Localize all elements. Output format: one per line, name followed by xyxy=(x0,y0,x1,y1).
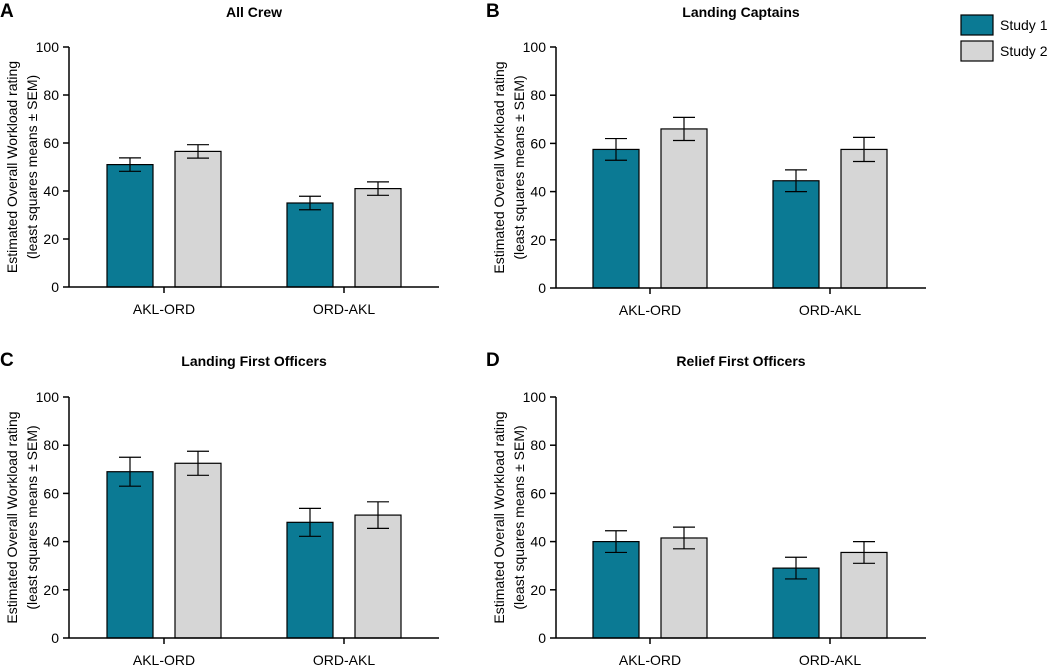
x-tick-label-akl-ord: AKL-ORD xyxy=(619,302,681,318)
y-tick-label: 40 xyxy=(43,183,59,199)
panel-c: C Landing First Officers Estimated Overall… xyxy=(0,350,439,666)
y-tick-label: 0 xyxy=(51,279,59,295)
x-tick-label-akl-ord: AKL-ORD xyxy=(133,301,195,317)
panel-a: A All Crew Estimated Overall Workload rati… xyxy=(0,1,439,317)
y-tick-label: 60 xyxy=(43,485,59,501)
y-tick-label: 20 xyxy=(530,232,546,248)
y-tick-label: 60 xyxy=(43,135,59,151)
legend-label-study-1: Study 1 xyxy=(1000,17,1048,33)
bar-study-1-akl-ord xyxy=(106,471,154,639)
y-axis-label-line-1: Estimated Overall Workload rating xyxy=(491,411,507,623)
y-axis-label-line-1: Estimated Overall Workload rating xyxy=(491,61,507,273)
bar-study-1-akl-ord xyxy=(592,148,640,289)
y-tick-label: 20 xyxy=(43,582,59,598)
bar-study-2-ord-akl xyxy=(840,551,888,639)
y-tick-label: 0 xyxy=(51,630,59,646)
y-axis-label-line-2: (least squares means ± SEM) xyxy=(511,75,527,259)
y-axis-label-line-1: Estimated Overall Workload rating xyxy=(4,411,20,623)
panel-b: B Landing Captains Estimated Overall Workl… xyxy=(486,1,926,318)
legend-label-study-2: Study 2 xyxy=(1000,43,1048,59)
bar-study-1-ord-akl xyxy=(286,521,334,639)
x-tick-label-ord-akl: ORD-AKL xyxy=(799,302,861,318)
legend-swatch-study-1 xyxy=(960,14,994,36)
y-tick-label: 40 xyxy=(530,184,546,200)
bar-study-2-ord-akl xyxy=(840,148,888,289)
x-tick-label-ord-akl: ORD-AKL xyxy=(799,652,861,666)
panel-title: All Crew xyxy=(226,4,282,20)
y-tick-label: 60 xyxy=(530,135,546,151)
bar-study-2-akl-ord xyxy=(174,150,222,288)
y-tick-label: 80 xyxy=(43,87,59,103)
y-tick-label: 0 xyxy=(538,280,546,296)
y-axis-label-line-1: Estimated Overall Workload rating xyxy=(4,61,20,273)
panels: A All Crew Estimated Overall Workload rati… xyxy=(0,1,926,666)
y-tick-label: 20 xyxy=(530,582,546,598)
panel-d: D Relief First Officers Estimated Overall … xyxy=(486,350,926,666)
y-tick-label: 80 xyxy=(530,437,546,453)
bar-study-2-akl-ord xyxy=(660,128,708,289)
y-axis-label-line-2: (least squares means ± SEM) xyxy=(24,75,40,259)
y-tick-label: 100 xyxy=(523,389,547,405)
panel-title: Landing Captains xyxy=(682,4,800,20)
bar-study-2-ord-akl xyxy=(354,188,402,288)
bar-study-2-akl-ord xyxy=(174,462,222,639)
y-tick-label: 40 xyxy=(43,534,59,550)
bar-study-1-ord-akl xyxy=(286,202,334,288)
y-tick-label: 100 xyxy=(36,389,60,405)
panel-title: Landing First Officers xyxy=(181,353,327,369)
panel-letter: A xyxy=(0,1,14,22)
x-tick-label-akl-ord: AKL-ORD xyxy=(619,652,681,666)
panel-letter: C xyxy=(0,350,14,371)
legend: Study 1 Study 2 xyxy=(960,14,1048,62)
panel-letter: D xyxy=(486,350,500,371)
y-tick-label: 80 xyxy=(43,437,59,453)
y-tick-label: 100 xyxy=(36,39,60,55)
y-tick-label: 80 xyxy=(530,87,546,103)
bar-study-2-akl-ord xyxy=(660,537,708,639)
x-tick-label-akl-ord: AKL-ORD xyxy=(133,652,195,666)
panel-title: Relief First Officers xyxy=(676,353,805,369)
y-tick-label: 60 xyxy=(530,485,546,501)
y-tick-label: 100 xyxy=(523,39,547,55)
y-tick-label: 40 xyxy=(530,534,546,550)
y-axis-label-line-2: (least squares means ± SEM) xyxy=(24,425,40,609)
bar-study-1-ord-akl xyxy=(772,180,820,289)
x-tick-label-ord-akl: ORD-AKL xyxy=(313,301,375,317)
y-tick-label: 0 xyxy=(538,630,546,646)
bar-study-2-ord-akl xyxy=(354,514,402,639)
legend-swatch-study-2 xyxy=(960,40,994,62)
panel-letter: B xyxy=(486,1,500,22)
bar-study-1-akl-ord xyxy=(592,540,640,639)
y-axis-label-line-2: (least squares means ± SEM) xyxy=(511,425,527,609)
bar-study-1-akl-ord xyxy=(106,164,154,288)
x-tick-label-ord-akl: ORD-AKL xyxy=(313,652,375,666)
y-tick-label: 20 xyxy=(43,231,59,247)
bar-study-1-ord-akl xyxy=(772,567,820,639)
